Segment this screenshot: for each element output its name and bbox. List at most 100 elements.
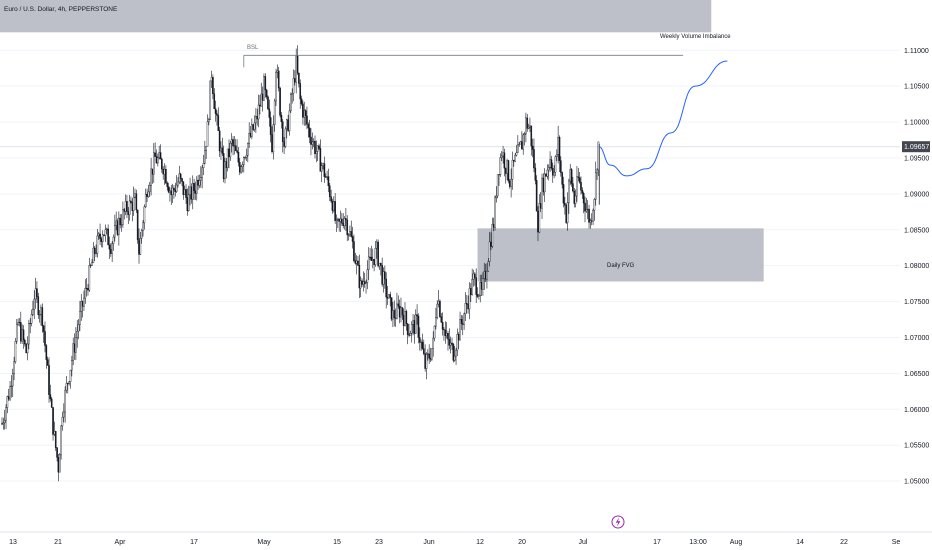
candle: [331, 198, 334, 214]
lightning-icon[interactable]: [611, 515, 625, 529]
candle: [213, 88, 216, 110]
candle: [277, 66, 280, 92]
zone-rect[interactable]: [477, 228, 764, 282]
candle: [308, 119, 311, 144]
candles: [1, 45, 600, 482]
candle: [151, 168, 154, 184]
candle: [431, 348, 433, 362]
candle: [36, 281, 38, 303]
candle: [418, 327, 421, 351]
candle: [5, 404, 7, 430]
candle-body: [431, 348, 433, 360]
candle: [564, 196, 566, 215]
candle-body: [132, 196, 135, 211]
projection-curve[interactable]: [598, 60, 728, 177]
candle-body: [271, 134, 273, 152]
candle-body: [265, 89, 268, 98]
candle-body: [288, 110, 291, 131]
candle: [337, 217, 339, 229]
candle: [201, 165, 203, 189]
candle-body: [517, 144, 519, 153]
candle-body: [461, 323, 464, 325]
candle-body: [20, 322, 22, 342]
candle-body: [32, 309, 34, 315]
candle: [470, 283, 472, 303]
candle: [162, 166, 165, 180]
candle-body: [244, 157, 246, 159]
candle: [114, 214, 116, 242]
candle: [534, 163, 537, 185]
candle-body: [375, 241, 378, 249]
candle-body: [371, 259, 374, 261]
candle: [460, 314, 463, 331]
candle: [588, 204, 590, 229]
candle-body: [370, 256, 373, 261]
candle-body: [299, 83, 302, 100]
price-axis[interactable]: 1.11000 1.10500 1.10000 1.09500 1.09000 1.085…: [904, 48, 929, 486]
candle: [128, 194, 131, 221]
candle-body: [302, 103, 304, 118]
candle-body: [222, 153, 225, 180]
candle-body: [514, 154, 516, 162]
candle-body: [409, 333, 412, 336]
candle: [105, 227, 108, 235]
candle: [193, 178, 195, 200]
candle: [412, 314, 414, 336]
candle: [553, 165, 555, 179]
candle: [425, 352, 428, 380]
candle: [543, 168, 546, 203]
candle-body: [408, 334, 410, 336]
candle: [18, 318, 21, 327]
candle: [510, 168, 512, 198]
candle: [304, 109, 307, 126]
candle: [245, 148, 248, 162]
candle-body: [2, 422, 5, 425]
candle: [311, 132, 314, 150]
candle: [322, 162, 324, 170]
candle-body: [366, 269, 369, 283]
candle: [41, 303, 44, 333]
candle: [7, 388, 10, 401]
candle-body: [134, 193, 136, 198]
candle-body: [402, 314, 405, 326]
candle-body: [488, 241, 491, 262]
candle: [547, 164, 550, 181]
zone-rect[interactable]: [0, 0, 712, 33]
candle-body: [276, 70, 279, 73]
candle-body: [110, 249, 112, 254]
candle-body: [77, 324, 80, 332]
candle: [441, 312, 444, 336]
candle-body: [22, 329, 25, 341]
candle-body: [574, 195, 577, 204]
candle: [136, 209, 139, 244]
candle-body: [247, 143, 249, 156]
candle-body: [358, 265, 361, 289]
candle-body: [486, 270, 488, 280]
candle-body: [169, 190, 171, 193]
candle-body: [440, 316, 443, 323]
candle: [478, 293, 480, 300]
candle-body: [38, 314, 41, 316]
candle-body: [103, 234, 105, 236]
candle: [327, 168, 330, 193]
candle: [354, 252, 357, 265]
time-axis-label: May: [257, 539, 271, 546]
candle: [585, 197, 588, 213]
candle-body: [311, 141, 314, 145]
candle-body: [290, 94, 292, 112]
candle-body: [534, 167, 537, 181]
candle-body: [331, 200, 334, 211]
candle-body: [194, 190, 197, 194]
candle: [195, 176, 198, 201]
candle-body: [314, 140, 316, 154]
candle-body: [260, 93, 263, 107]
candle-body: [175, 184, 178, 192]
candle-body: [359, 280, 362, 289]
candle-body: [150, 168, 152, 186]
candle-body: [448, 339, 451, 346]
time-axis[interactable]: 13 21 Apr 17 May 15 23 Jun 12 20 Jul 17 13:00 Aug 14 22…: [0, 531, 932, 546]
candle-body: [561, 172, 563, 185]
candle: [367, 247, 370, 280]
candle-body: [557, 136, 559, 155]
